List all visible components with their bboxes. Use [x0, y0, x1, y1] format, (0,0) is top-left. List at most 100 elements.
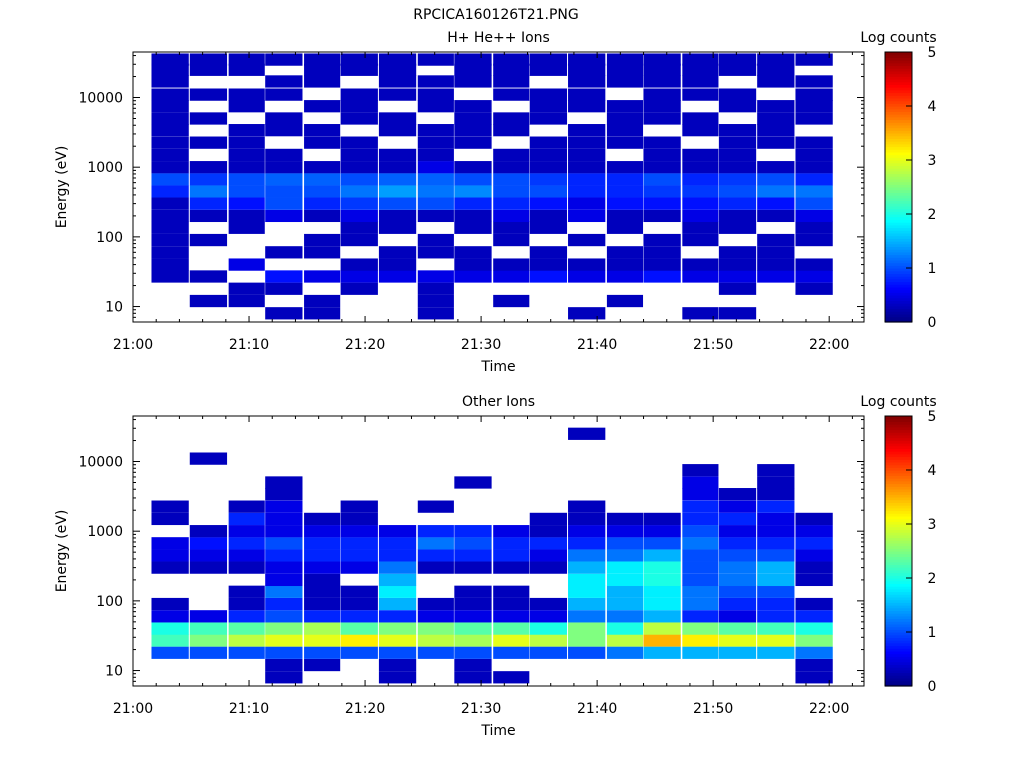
heatmap-cell: [454, 597, 492, 611]
colorbar-step: [885, 160, 912, 164]
heatmap-cell: [682, 573, 719, 587]
colorbar-step: [885, 303, 912, 307]
colorbar-step: [885, 548, 912, 552]
colorbar-step: [885, 130, 912, 134]
heatmap-cell: [493, 561, 530, 574]
heatmap-cell: [151, 63, 189, 76]
heatmap-cell: [454, 525, 492, 538]
heatmap-cell: [529, 185, 568, 198]
heatmap-cell: [757, 537, 795, 550]
heatmap-cell: [265, 585, 303, 598]
heatmap-cell: [606, 246, 644, 259]
heatmap-cell: [606, 585, 644, 598]
heatmap-cell: [378, 658, 417, 672]
x-tick-label: 22:00: [809, 337, 849, 353]
heatmap-cell: [417, 53, 454, 66]
heatmap-cell: [529, 525, 568, 538]
heatmap-cell: [189, 161, 228, 174]
colorbar-step: [885, 642, 912, 647]
heatmap-cell: [304, 646, 341, 659]
heatmap-cell: [795, 75, 833, 88]
heatmap-cell: [189, 112, 228, 125]
colorbar-step: [885, 103, 912, 107]
colorbar-step: [885, 472, 912, 476]
heatmap-cell: [529, 634, 568, 647]
heatmap-cell: [529, 221, 568, 234]
colorbar-step: [885, 87, 912, 91]
colorbar-tick-label: 3: [928, 153, 937, 169]
colorbar-step: [885, 127, 912, 131]
heatmap-cell: [757, 464, 795, 477]
colorbar-step: [885, 265, 912, 269]
heatmap-cell: [228, 282, 265, 295]
heatmap-cell: [568, 634, 606, 647]
colorbar-step: [885, 580, 912, 584]
heatmap-cell: [417, 173, 454, 186]
heatmap-cell: [228, 525, 265, 538]
heatmap-cell: [757, 124, 795, 137]
heatmap-cell: [417, 294, 454, 308]
heatmap-cell: [151, 246, 189, 259]
heatmap-cell: [529, 258, 568, 271]
panel-title: H+ He++ Ions: [447, 30, 550, 46]
heatmap-cell: [718, 585, 757, 598]
heatmap-cell: [265, 124, 303, 137]
colorbar-step: [885, 305, 912, 310]
heatmap-cell: [265, 658, 303, 672]
heatmap-cell: [304, 512, 341, 526]
heatmap-cell: [757, 161, 795, 174]
heatmap-cell: [493, 112, 530, 125]
colorbar-step: [885, 518, 912, 522]
heatmap-cell: [606, 597, 644, 611]
colorbar-step: [885, 187, 912, 191]
colorbar-step: [885, 273, 912, 277]
heatmap-cell: [606, 209, 644, 223]
heatmap-cell: [340, 53, 378, 66]
heatmap-cell: [795, 209, 833, 223]
heatmap-cell: [228, 53, 265, 66]
heatmap-cell: [265, 112, 303, 125]
heatmap-cell: [643, 100, 681, 113]
colorbar-step: [885, 57, 912, 61]
colorbar-step: [885, 97, 912, 102]
y-tick-label: 10: [105, 300, 123, 316]
heatmap-cell: [682, 221, 719, 234]
heatmap-cell: [304, 246, 341, 259]
colorbar-step: [885, 475, 912, 479]
heatmap-cells: [151, 53, 833, 320]
colorbar-step: [885, 513, 912, 517]
colorbar-step: [885, 494, 912, 498]
heatmap-cell: [340, 512, 378, 526]
panel-other-ions: 21:00 21:10 21:20 21:30 21:40 21:50 22:0010100…: [54, 394, 937, 739]
heatmap-cell: [454, 209, 492, 223]
heatmap-cell: [606, 622, 644, 635]
heatmap-cell: [643, 246, 681, 259]
colorbar-step: [885, 677, 912, 682]
colorbar-step: [885, 95, 912, 99]
heatmap-cell: [795, 197, 833, 210]
plot-frame: [132, 415, 865, 687]
colorbar-step: [885, 656, 912, 660]
colorbar-step: [885, 653, 912, 657]
heatmap-cell: [795, 512, 833, 526]
colorbar-step: [885, 529, 912, 533]
heatmap-cell: [568, 100, 606, 113]
heatmap-cell: [682, 549, 719, 562]
colorbar-step: [885, 445, 912, 449]
heatmap-cell: [682, 53, 719, 66]
heatmap-cell: [529, 100, 568, 113]
heatmap-cell: [304, 294, 341, 308]
heatmap-cell: [795, 561, 833, 574]
colorbar-step: [885, 54, 912, 58]
heatmap-cell: [568, 75, 606, 88]
colorbar-step: [885, 588, 912, 593]
heatmap-cell: [304, 573, 341, 587]
x-axis-label: Time: [480, 723, 515, 739]
heatmap-cell: [151, 233, 189, 247]
heatmap-cell: [718, 622, 757, 635]
heatmap-cell: [151, 197, 189, 210]
heatmap-cell: [189, 561, 228, 574]
colorbar-step: [885, 507, 912, 512]
heatmap-cell: [718, 148, 757, 162]
heatmap-cell: [454, 112, 492, 125]
